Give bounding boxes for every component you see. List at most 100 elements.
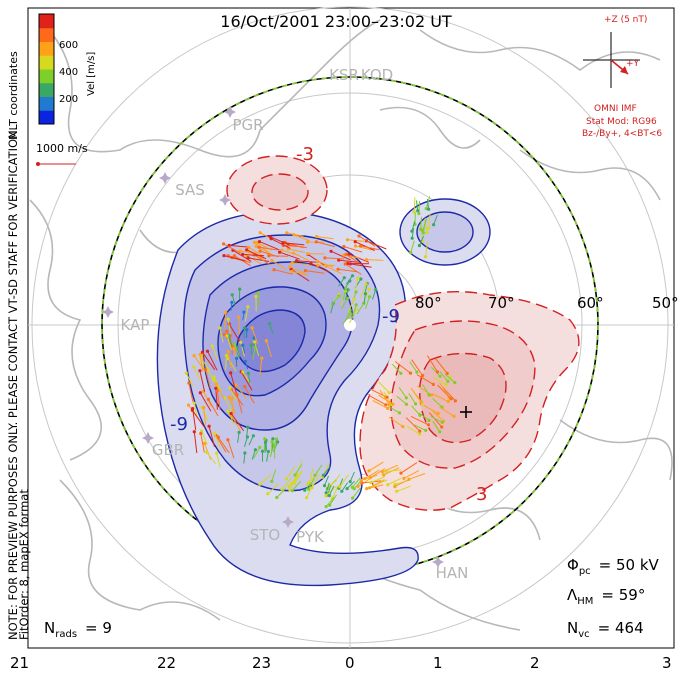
velocity-vector [294, 464, 303, 476]
vector-origin-dot [239, 340, 243, 344]
vector-origin-dot [440, 420, 444, 424]
velocity-vector [199, 392, 212, 412]
hm-boundary-dashed [101, 76, 599, 574]
velocity-vector [352, 304, 357, 318]
velocity-vector [234, 343, 240, 356]
vector-origin-dot [453, 399, 457, 403]
vector-origin-dot [386, 483, 390, 487]
vector-origin-dot [421, 373, 425, 378]
velocity-vector [258, 246, 278, 251]
velocity-vector [292, 262, 310, 265]
vector-origin-dot [322, 484, 327, 488]
velocity-vector [293, 252, 310, 261]
vector-origin-dot [263, 437, 267, 441]
vector-origin-dot [417, 211, 421, 216]
imf-z-label: +Z (5 nT) [604, 15, 647, 25]
velocity-vector [193, 403, 198, 418]
vector-origin-dot [307, 480, 311, 485]
vector-origin-dot [215, 451, 219, 455]
vector-origin-dot [337, 294, 341, 298]
vector-origin-dot [278, 250, 282, 254]
vector-origin-dot [192, 365, 196, 369]
vector-origin-dot [435, 370, 440, 374]
latitude-label: 50° [652, 294, 679, 312]
vector-origin-dot [241, 370, 245, 374]
vector-origin-dot [242, 326, 246, 330]
contour-label: -9 [382, 306, 400, 327]
velocity-vector [439, 371, 449, 382]
vector-origin-dot [360, 481, 364, 485]
velocity-vector [420, 216, 422, 230]
velocity-vector [432, 421, 441, 433]
velocity-vector [281, 477, 292, 490]
vector-origin-dot [350, 274, 355, 278]
velocity-vector [411, 220, 416, 232]
vector-origin-dot [205, 349, 210, 353]
vector-origin-dot [258, 249, 262, 253]
mlt-tick: 0 [345, 654, 355, 672]
velocity-vector [236, 394, 243, 414]
colorbar-tick: 200 [59, 94, 78, 105]
vector-origin-dot [402, 476, 406, 480]
velocity-vector [379, 389, 390, 405]
vector-origin-dot [225, 329, 229, 333]
velocity-vector [246, 249, 267, 260]
vector-origin-dot [212, 375, 216, 379]
velocity-vector [317, 260, 334, 268]
colorbar-segment [39, 110, 54, 125]
vector-origin-dot [399, 371, 403, 375]
vector-origin-dot [288, 488, 292, 492]
vector-origin-dot [252, 340, 257, 344]
vector-origin-dot [425, 231, 429, 235]
velocity-colorbar: 600 400 200 Vel [m/s] [38, 13, 97, 125]
velocity-vector [229, 387, 238, 402]
velocity-vector [201, 430, 208, 445]
velocity-vector [283, 245, 303, 248]
velocity-vector [378, 381, 390, 394]
nrads-stat: Nrads = 9 [44, 619, 112, 640]
vector-origin-dot [290, 269, 294, 273]
velocity-vector [341, 482, 349, 492]
velocity-vector [406, 425, 420, 435]
velocity-vector [308, 477, 315, 490]
vector-origin-dot [353, 244, 358, 248]
velocity-vector [410, 240, 415, 253]
vector-origin-dot [384, 403, 388, 407]
mlt-tick: 3 [662, 654, 672, 672]
vector-origin-dot [349, 312, 353, 316]
vector-origin-dot [293, 481, 297, 485]
velocity-vector [215, 383, 225, 400]
contour-label: -3 [296, 144, 314, 165]
vector-origin-dot [393, 485, 397, 489]
velocity-vector [289, 266, 306, 275]
station-label: KOD [361, 66, 393, 84]
vector-origin-dot [206, 397, 210, 401]
station-label: KAP [121, 316, 150, 334]
station-label: GBR [152, 441, 184, 459]
vector-origin-dot [216, 435, 220, 439]
velocity-vector [344, 310, 351, 322]
vector-origin-dot [214, 386, 218, 390]
velocity-vector [425, 242, 429, 257]
velocity-vector [347, 298, 355, 313]
vector-origin-dot [206, 368, 210, 372]
vector-origin-dot [438, 374, 442, 378]
vector-origin-dot [449, 397, 453, 401]
velocity-vector [193, 366, 201, 381]
velocity-vector [293, 234, 310, 242]
positive-potential-cell [226, 155, 580, 511]
velocity-vector [270, 238, 291, 249]
velocity-vector [296, 260, 318, 263]
vector-origin-dot [356, 276, 360, 280]
velocity-vector [418, 235, 425, 246]
vector-origin-dot [273, 444, 277, 448]
velocity-vector [370, 468, 386, 478]
vector-origin-dot [337, 258, 341, 262]
velocity-vector [223, 243, 241, 254]
vector-origin-dot [275, 495, 279, 500]
vector-origin-dot [230, 293, 234, 297]
vector-origin-dot [256, 291, 260, 295]
velocity-vector [352, 477, 361, 488]
vector-origin-dot [356, 484, 360, 488]
velocity-vector [191, 410, 206, 429]
